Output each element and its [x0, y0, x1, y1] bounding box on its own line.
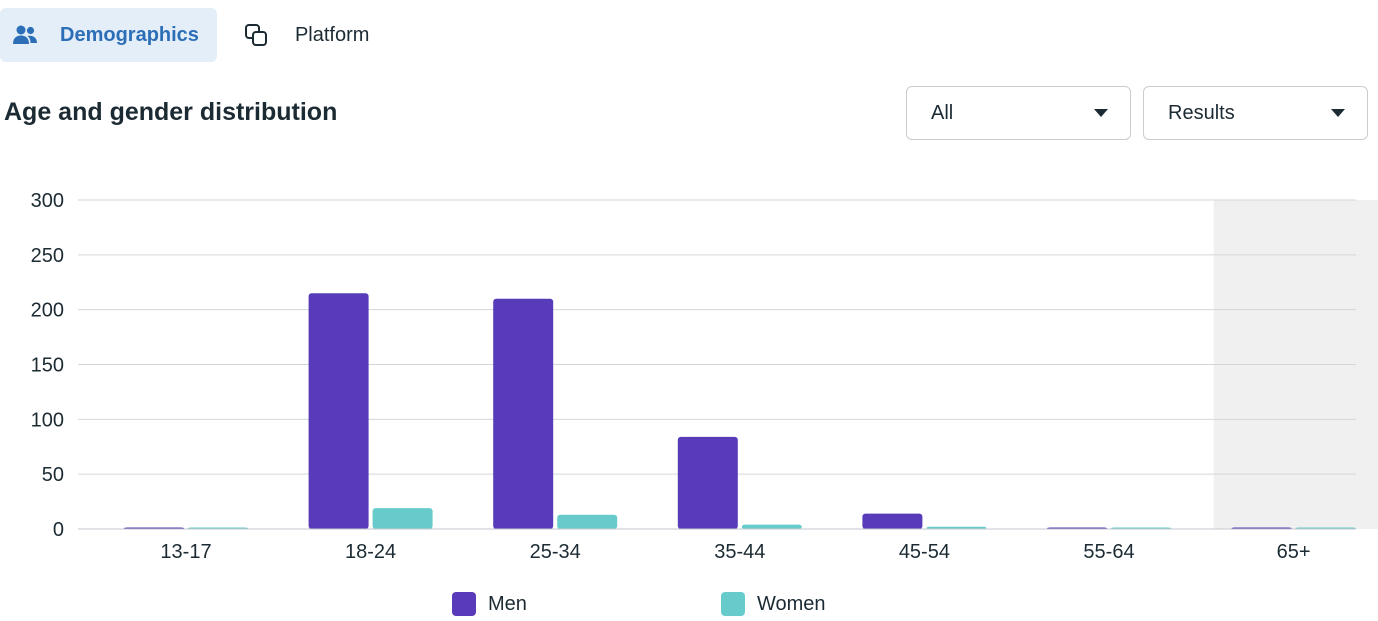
x-tick-label: 13-17: [160, 541, 211, 563]
tab-platform-label: Platform: [294, 23, 370, 46]
y-tick-label: 200: [31, 300, 64, 322]
metric-dropdown[interactable]: Results: [1143, 86, 1368, 140]
legend-label-women: Women: [757, 592, 826, 615]
tab-bar: Demographics Platform: [0, 8, 387, 62]
x-tick-label: 25-34: [530, 541, 581, 563]
x-tick-label: 45-54: [899, 541, 950, 563]
caret-down-icon: [1094, 109, 1108, 117]
tab-demographics[interactable]: Demographics: [0, 8, 217, 62]
caret-down-icon: [1331, 109, 1345, 117]
bar-men-18-24: [308, 293, 369, 529]
tab-demographics-label: Demographics: [60, 23, 199, 46]
legend-swatch-women: [721, 592, 745, 616]
y-tick-label: 100: [31, 409, 64, 431]
audience-dropdown-value: All: [931, 101, 954, 124]
audience-dropdown[interactable]: All: [906, 86, 1131, 140]
legend-item-women[interactable]: Women: [721, 592, 826, 616]
y-tick-label: 250: [31, 245, 64, 267]
y-tick-label: 300: [31, 190, 64, 212]
bar-chart: 0 50 100 150 200 250 300 13-17 18-24 25-34 35-44 45…: [31, 190, 1378, 563]
bar-men-35-44: [677, 436, 738, 529]
legend-item-men[interactable]: Men: [452, 592, 527, 616]
bar-men-25-34: [493, 298, 554, 529]
bar-women-35-44: [741, 524, 802, 529]
bar-women-25-34: [557, 514, 618, 529]
x-tick-label: 55-64: [1083, 541, 1134, 563]
people-icon: [12, 22, 38, 48]
copy-squares-icon: [243, 22, 269, 48]
bar-men-45-54: [862, 513, 923, 529]
legend-label-men: Men: [488, 592, 527, 615]
tab-platform[interactable]: Platform: [231, 8, 387, 62]
y-tick-label: 50: [42, 464, 64, 486]
x-tick-label: 65+: [1277, 541, 1311, 563]
bar-women-45-54: [926, 526, 987, 529]
x-tick-label: 35-44: [714, 541, 765, 563]
x-tick-label: 18-24: [345, 541, 396, 563]
bar-women-18-24: [372, 508, 433, 529]
metric-dropdown-value: Results: [1168, 101, 1235, 124]
legend-swatch-men: [452, 592, 476, 616]
chart-title: Age and gender distribution: [4, 98, 338, 126]
y-tick-label: 0: [53, 519, 64, 541]
y-tick-label: 150: [31, 355, 64, 377]
